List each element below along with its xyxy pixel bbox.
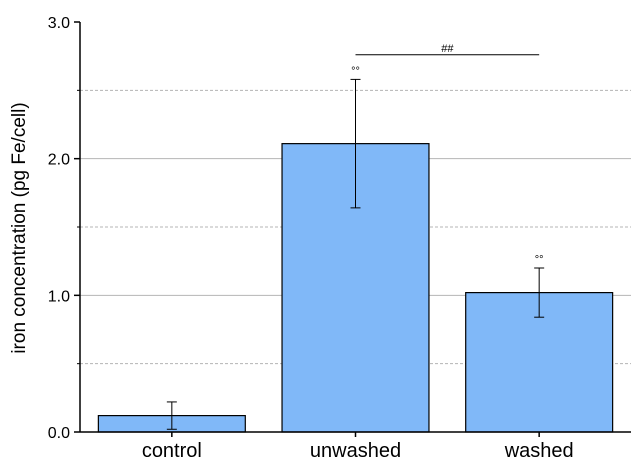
y-axis-title: iron concentration (pg Fe/cell) xyxy=(9,102,30,353)
y-tick-label: 0.0 xyxy=(48,425,70,442)
significance-marker: °° xyxy=(535,254,544,266)
annotations: °° °° ## xyxy=(351,43,543,266)
y-tick-label: 1.0 xyxy=(48,288,70,305)
significance-marker: °° xyxy=(351,65,360,77)
y-tick-label: 3.0 xyxy=(48,15,70,32)
x-tick-label-unwashed: unwashed xyxy=(310,440,401,462)
x-tick-label-washed: washed xyxy=(504,440,574,462)
axes: 0.0 1.0 2.0 3.0 control unwashed washed xyxy=(48,15,631,462)
error-bars xyxy=(166,78,545,430)
x-tick-label-control: control xyxy=(142,440,202,462)
significance-label: ## xyxy=(441,43,454,55)
y-tick-label: 2.0 xyxy=(48,152,70,169)
